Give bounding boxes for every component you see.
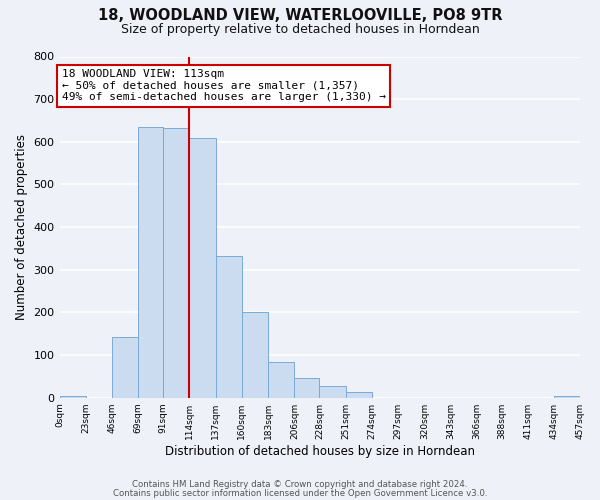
- Bar: [138, 127, 163, 398]
- Bar: [295, 378, 319, 398]
- Bar: [190, 138, 216, 398]
- Text: Size of property relative to detached houses in Horndean: Size of property relative to detached ho…: [121, 22, 479, 36]
- Bar: [319, 386, 346, 398]
- Bar: [59, 396, 86, 398]
- Text: Contains public sector information licensed under the Open Government Licence v3: Contains public sector information licen…: [113, 488, 487, 498]
- Bar: [346, 392, 372, 398]
- Bar: [554, 396, 581, 398]
- X-axis label: Distribution of detached houses by size in Horndean: Distribution of detached houses by size …: [165, 444, 475, 458]
- Text: 18, WOODLAND VIEW, WATERLOOVILLE, PO8 9TR: 18, WOODLAND VIEW, WATERLOOVILLE, PO8 9T…: [98, 8, 502, 22]
- Text: Contains HM Land Registry data © Crown copyright and database right 2024.: Contains HM Land Registry data © Crown c…: [132, 480, 468, 489]
- Bar: [163, 128, 190, 398]
- Bar: [216, 256, 242, 398]
- Y-axis label: Number of detached properties: Number of detached properties: [15, 134, 28, 320]
- Bar: [268, 362, 295, 398]
- Bar: [112, 336, 138, 398]
- Text: 18 WOODLAND VIEW: 113sqm
← 50% of detached houses are smaller (1,357)
49% of sem: 18 WOODLAND VIEW: 113sqm ← 50% of detach…: [62, 70, 386, 102]
- Bar: [242, 312, 268, 398]
